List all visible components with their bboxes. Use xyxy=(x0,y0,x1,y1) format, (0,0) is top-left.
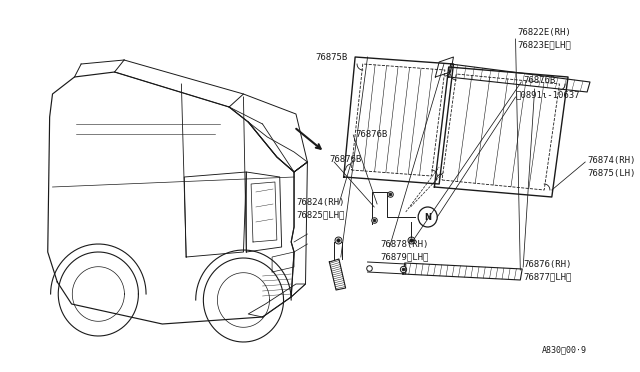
Text: 76876B: 76876B xyxy=(355,129,387,138)
Text: 76823E〈LH〉: 76823E〈LH〉 xyxy=(518,41,571,49)
Text: A830　00·9: A830 00·9 xyxy=(542,345,587,354)
Text: 76875(LH): 76875(LH) xyxy=(587,169,636,177)
Text: N: N xyxy=(424,212,431,221)
Text: 76824(RH): 76824(RH) xyxy=(296,198,344,206)
Text: 76879〈LH〉: 76879〈LH〉 xyxy=(380,253,428,262)
Text: ⑀0891ι-10637: ⑀0891ι-10637 xyxy=(516,90,580,99)
Text: 76825〈LH〉: 76825〈LH〉 xyxy=(296,211,344,219)
Text: 76876B: 76876B xyxy=(330,154,362,164)
Text: 76875B: 76875B xyxy=(315,52,348,61)
Text: 76877〈LH〉: 76877〈LH〉 xyxy=(523,273,572,282)
Text: 76876B: 76876B xyxy=(523,76,556,84)
Text: 76878(RH): 76878(RH) xyxy=(380,240,428,248)
Text: 76874(RH): 76874(RH) xyxy=(587,155,636,164)
Text: 76876(RH): 76876(RH) xyxy=(523,260,572,269)
Text: 76822E(RH): 76822E(RH) xyxy=(518,28,571,36)
